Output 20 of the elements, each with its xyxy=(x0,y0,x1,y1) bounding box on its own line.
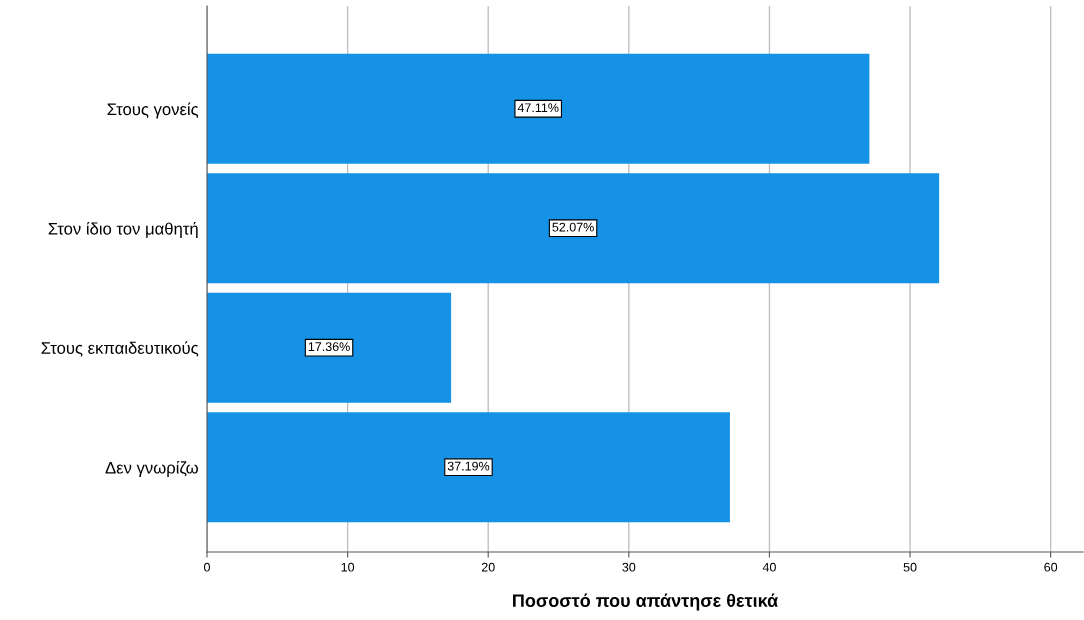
x-tick-label: 10 xyxy=(341,562,355,572)
bar xyxy=(207,173,940,284)
x-tick-label: 20 xyxy=(481,562,495,572)
bar xyxy=(207,292,452,403)
y-tick-label: Δεν γνωρίζω xyxy=(105,460,198,477)
data-label: 47.11% xyxy=(517,103,559,113)
x-tick-label: 60 xyxy=(1044,562,1058,572)
x-axis-title: Ποσοστό που απάντησε θετικά xyxy=(513,593,778,611)
x-tick-label: 50 xyxy=(903,562,917,572)
x-tick-label: 0 xyxy=(204,562,210,572)
bar xyxy=(207,53,870,164)
y-tick-label: Στον ίδιο τον μαθητή xyxy=(48,221,198,238)
x-tick-label: 40 xyxy=(762,562,776,572)
x-tick-label: 30 xyxy=(622,562,636,572)
y-tick-label: Στους εκπαιδευτικούς xyxy=(41,341,199,357)
bar xyxy=(207,412,730,523)
data-label: 37.19% xyxy=(447,461,490,471)
y-tick-label: Στους γονείς xyxy=(107,102,199,119)
data-label: 17.36% xyxy=(308,342,350,352)
data-label: 52.07% xyxy=(552,222,594,232)
